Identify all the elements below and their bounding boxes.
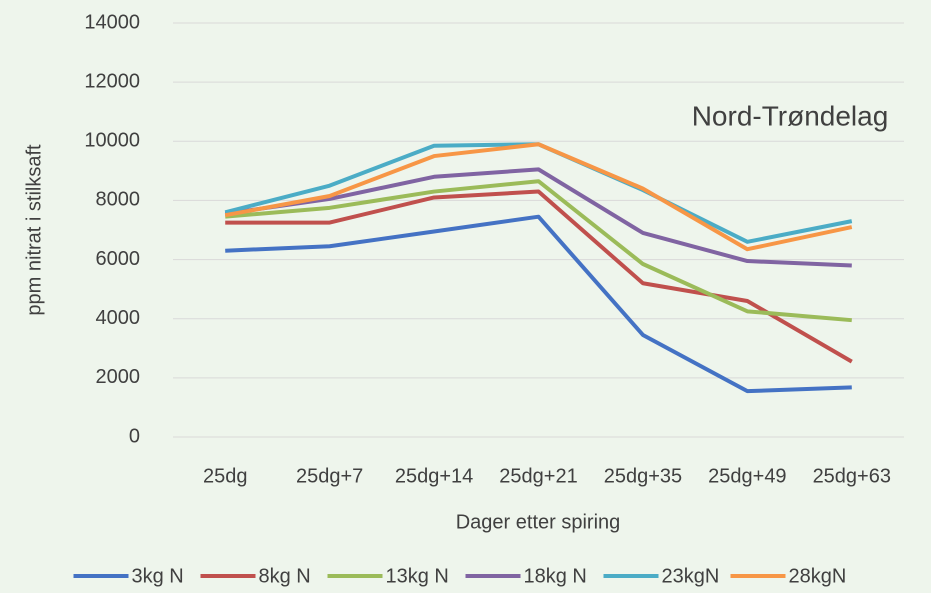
x-axis-label: Dager etter spiring [456, 511, 621, 533]
legend-label: 3kg N [132, 565, 184, 587]
x-tick-label: 25dg+21 [499, 465, 577, 487]
y-tick-label: 14000 [84, 11, 140, 33]
line-series [225, 179, 852, 323]
y-tick-label: 8000 [96, 189, 141, 211]
annotation: Nord-Trøndelag [692, 100, 889, 131]
line-series [225, 214, 852, 394]
legend-label: 23kgN [662, 565, 720, 587]
y-tick-label: 10000 [84, 130, 140, 152]
legend-label: 8kg N [259, 565, 311, 587]
x-tick-label: 25dg+49 [708, 465, 786, 487]
x-tick-label: 25dg+7 [296, 465, 363, 487]
legend-label: 18kg N [524, 565, 587, 587]
legend-label: 13kg N [386, 565, 449, 587]
y-axis-label: ppm nitrat i stilksaft [23, 144, 45, 316]
line-series [224, 167, 852, 268]
x-tick-label: 25dg+35 [604, 465, 682, 487]
y-tick-label: 2000 [96, 366, 141, 388]
x-tick-label: 25dg [203, 465, 248, 487]
y-tick-label: 0 [129, 425, 140, 447]
y-tick-label: 12000 [84, 70, 140, 92]
y-tick-label: 6000 [96, 248, 141, 270]
x-tick-label: 25dg+14 [395, 465, 473, 487]
y-tick-label: 4000 [96, 307, 141, 329]
line-series [224, 142, 853, 252]
line-series [225, 189, 853, 364]
legend-label: 28kgN [789, 565, 847, 587]
x-tick-label: 25dg+63 [813, 465, 891, 487]
